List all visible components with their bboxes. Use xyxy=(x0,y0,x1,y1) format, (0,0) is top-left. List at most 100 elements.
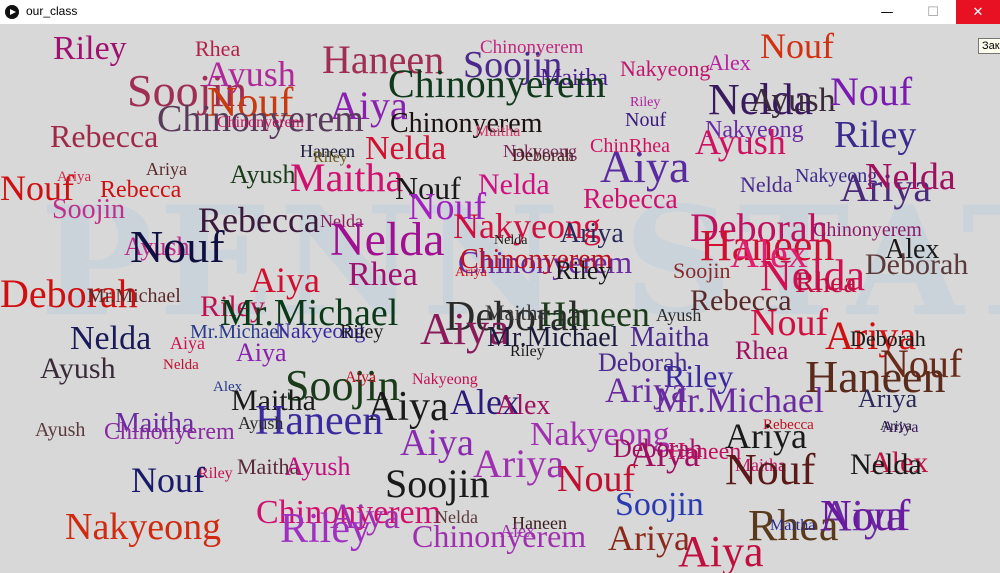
name-word: Aiya xyxy=(170,333,205,353)
name-word: Ariya xyxy=(560,218,624,249)
name-word: Nouf xyxy=(557,458,636,500)
name-word: Ariya xyxy=(605,370,687,410)
name-word: Rebecca xyxy=(583,184,678,215)
name-word: Rhea xyxy=(348,256,418,293)
name-word: Nouf xyxy=(0,168,74,208)
minimize-button[interactable]: — xyxy=(880,4,894,20)
name-word: Nouf xyxy=(207,80,294,126)
name-word: Aiya xyxy=(330,83,408,128)
name-word: Ariya xyxy=(608,518,690,558)
name-word: Haneen xyxy=(255,398,384,444)
name-word: Nouf xyxy=(820,491,911,540)
name-word: Soojin xyxy=(52,194,126,225)
name-word: Nouf xyxy=(880,341,963,386)
name-word: Soojin xyxy=(673,258,731,283)
name-word: Haneen xyxy=(322,37,445,82)
name-word: Haneen xyxy=(300,141,355,161)
name-word: Riley xyxy=(340,321,384,343)
name-word: Ayush xyxy=(124,232,190,261)
name-word: Deborah xyxy=(613,434,703,463)
name-word: Ayush xyxy=(656,305,702,325)
name-word: Aiya xyxy=(678,527,764,573)
name-word: Aiya xyxy=(330,496,400,536)
name-word: Haneen xyxy=(700,221,835,270)
name-word: Ariya xyxy=(725,416,807,456)
name-word: Ayush xyxy=(230,160,296,189)
name-word: Deborah xyxy=(512,145,574,165)
name-word: Deborah xyxy=(690,205,828,250)
name-word: Ariya xyxy=(57,169,92,185)
name-word: Maitha xyxy=(770,517,816,534)
name-word: Nelda xyxy=(708,75,814,124)
close-button[interactable]: ✕ xyxy=(956,0,1000,24)
name-word: Ariya xyxy=(473,441,565,486)
name-word: Riley xyxy=(313,149,348,166)
name-word: Nakyeong xyxy=(620,56,711,81)
name-word: Chinonyerem xyxy=(388,61,606,106)
name-word: Aiya xyxy=(250,260,320,300)
name-word: Nouf xyxy=(830,69,913,114)
name-word: Mr.Michael xyxy=(487,322,619,353)
name-word: Nakyeong xyxy=(65,506,222,548)
name-word: Aiya xyxy=(345,369,377,386)
name-word: Chinonyerem xyxy=(412,518,587,554)
maximize-button[interactable]: ☐ xyxy=(927,4,939,20)
name-word: Chinonyerem xyxy=(458,244,633,280)
name-word: Chinonyerem xyxy=(813,219,922,241)
name-word: Riley xyxy=(664,358,734,394)
name-word: Alex xyxy=(500,521,535,541)
name-word: Maitha xyxy=(115,408,195,439)
close-tooltip: Зак xyxy=(978,38,1000,54)
name-word: Ayush xyxy=(35,419,86,441)
name-word: Nouf xyxy=(725,445,816,494)
name-word: Aiya xyxy=(400,422,474,464)
name-word: Nelda xyxy=(478,168,550,201)
name-word: Alex xyxy=(213,379,243,395)
name-word: Soojin xyxy=(463,44,563,86)
name-word: Deborah xyxy=(598,348,688,377)
sketch-canvas[interactable]: PENN STATE RileyRheaHaneenChinonyeremNou… xyxy=(0,24,1000,573)
background-logo-watermark: PENN STATE xyxy=(40,174,1000,350)
name-word: Ariya xyxy=(880,419,912,434)
name-word: Maitha xyxy=(290,155,404,200)
name-word: Nakyeong xyxy=(503,141,577,161)
name-word: Nelda xyxy=(740,172,793,197)
name-word: Alex xyxy=(450,382,520,422)
name-word: Riley xyxy=(555,256,612,285)
name-word: Soojin xyxy=(127,65,248,116)
name-word: Ariya xyxy=(840,165,932,210)
name-word: Nelda xyxy=(865,156,956,198)
name-word: Ayush xyxy=(695,122,786,162)
name-word: Aiya xyxy=(420,303,510,354)
name-word: Maitha xyxy=(237,454,300,479)
name-word: Riley xyxy=(630,95,661,110)
name-word: Chinonyerem xyxy=(256,494,442,531)
name-word: Alex xyxy=(708,50,751,75)
name-word: Soojin xyxy=(285,361,400,410)
name-word: Rhea xyxy=(748,501,839,550)
name-word: Mr.Michael xyxy=(87,285,181,307)
name-word: Maitha xyxy=(485,300,548,325)
name-word: Maitha xyxy=(735,455,786,475)
name-word: Ariya xyxy=(825,313,917,358)
name-word: Nakyeong xyxy=(412,371,478,388)
name-word: Nakyeong xyxy=(795,165,878,187)
name-word: Deborah xyxy=(865,248,969,281)
name-word: Mr.Michael xyxy=(655,380,824,420)
name-word: Riley xyxy=(510,343,545,360)
name-word: Maitha xyxy=(475,123,521,140)
name-word: Mr.Michael xyxy=(190,321,284,343)
name-word: Nelda xyxy=(70,320,152,357)
name-word: Rebecca xyxy=(198,200,320,240)
name-word: Ayush xyxy=(205,54,296,94)
name-word: Ayush xyxy=(238,413,284,433)
name-word: Nouf xyxy=(750,302,829,344)
name-word: Ariya xyxy=(146,159,187,179)
name-word: Ayush xyxy=(285,452,351,481)
name-word: Nakyeong xyxy=(530,416,670,453)
name-word: Nelda xyxy=(494,233,528,248)
name-word: Alex xyxy=(870,446,929,479)
name-word: Maitha xyxy=(540,65,608,91)
name-word: Aiya xyxy=(630,434,700,474)
name-word: Chinonyerem xyxy=(217,114,305,131)
